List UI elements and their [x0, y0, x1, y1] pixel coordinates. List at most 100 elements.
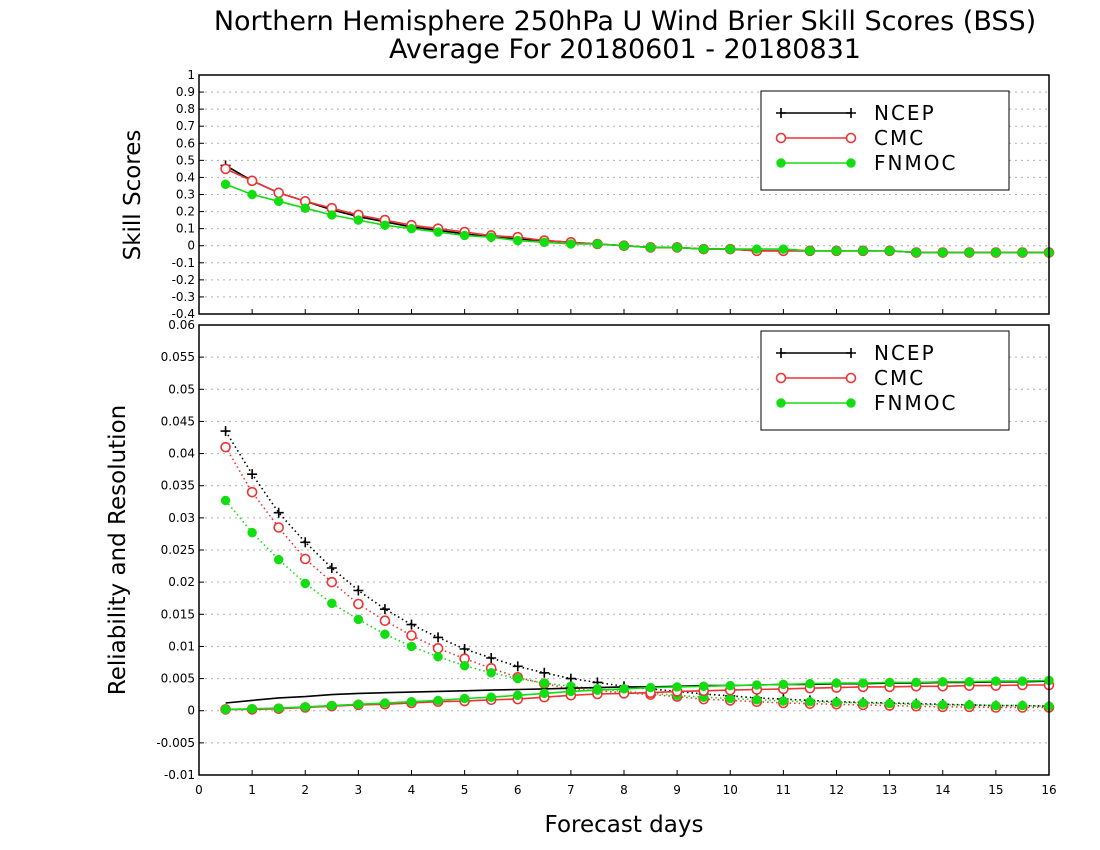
data-point-fnmoc [911, 677, 921, 688]
y-tick-label: 0.035 [161, 479, 195, 493]
data-point-cmc [220, 441, 231, 453]
x-tick-label: 2 [301, 783, 309, 797]
data-point-fnmoc [327, 210, 337, 220]
data-point-ncep [247, 469, 258, 480]
x-tick-label: 6 [514, 783, 522, 797]
data-point-fnmoc [433, 651, 443, 662]
data-point-fnmoc [513, 690, 523, 701]
data-point-cmc [273, 187, 284, 199]
data-point-fnmoc [805, 696, 815, 707]
data-point-fnmoc [619, 240, 629, 251]
data-point-ncep [512, 661, 523, 672]
data-point-cmc [326, 576, 338, 588]
y-tick-label: 0 [187, 239, 195, 253]
y-tick-label: 0.04 [168, 447, 195, 461]
legend-marker-ncep [846, 348, 856, 358]
x-tick-label: 3 [355, 783, 363, 797]
x-tick-label: 1 [248, 783, 256, 797]
data-point-fnmoc [566, 239, 576, 249]
data-point-fnmoc [645, 242, 656, 253]
data-point-fnmoc [380, 220, 390, 230]
legend-marker-ncep [776, 348, 786, 358]
data-point-fnmoc [645, 682, 656, 693]
x-tick-label: 8 [620, 783, 628, 797]
legend-label-cmc: CMC [874, 366, 925, 390]
data-point-cmc [246, 486, 258, 498]
data-point-fnmoc [964, 677, 975, 687]
data-point-ncep [486, 653, 497, 663]
legend-label-fnmoc: FNMOC [874, 151, 957, 175]
series-line-fnmoc-resolution [225, 679, 1050, 711]
data-point-ncep [406, 619, 417, 630]
data-point-fnmoc [725, 680, 735, 691]
data-point-fnmoc [805, 246, 815, 256]
plot-frame [198, 324, 1050, 776]
data-point-fnmoc [725, 244, 735, 254]
data-point-fnmoc [698, 681, 709, 692]
data-point-fnmoc [220, 704, 231, 715]
y-tick-label: 1 [187, 68, 195, 82]
data-point-fnmoc [300, 702, 310, 712]
data-point-fnmoc [513, 235, 523, 246]
data-point-fnmoc [247, 527, 257, 538]
x-tick-label: 12 [829, 783, 844, 797]
data-point-fnmoc [300, 203, 310, 213]
y-tick-label: 0.2 [176, 205, 195, 219]
y-tick-label: -0.2 [172, 273, 195, 287]
data-point-fnmoc [778, 679, 789, 690]
data-point-fnmoc [513, 673, 523, 684]
data-point-fnmoc [220, 495, 231, 506]
x-tick-label: 13 [882, 783, 897, 797]
x-tick-label: 10 [723, 783, 738, 797]
y-tick-label: -0.005 [156, 736, 195, 750]
x-tick-label: 7 [567, 783, 575, 797]
data-point-cmc [432, 643, 444, 654]
data-point-cmc [379, 615, 391, 627]
data-point-fnmoc [459, 230, 470, 241]
y-tick-label: 0.3 [176, 188, 195, 202]
series-line-ncep-reliability [224, 430, 1050, 707]
data-point-fnmoc [592, 239, 603, 249]
legend-marker-fnmoc [776, 158, 786, 168]
x-axis-title: Forecast days [545, 812, 704, 838]
legend-label-fnmoc: FNMOC [874, 391, 957, 415]
data-point-fnmoc [380, 629, 390, 639]
data-point-fnmoc [911, 699, 921, 710]
data-point-fnmoc [353, 614, 364, 625]
data-point-fnmoc [459, 660, 470, 671]
data-point-fnmoc [858, 246, 868, 256]
data-point-fnmoc [592, 685, 603, 695]
plot-frame [198, 74, 1050, 315]
data-point-fnmoc [353, 699, 364, 710]
y-tick-label: 0.8 [176, 102, 195, 116]
data-point-fnmoc [884, 677, 895, 688]
data-point-fnmoc [459, 693, 470, 704]
data-point-fnmoc [486, 232, 496, 242]
data-point-fnmoc [991, 676, 1001, 686]
y-tick-label: 0.025 [161, 543, 195, 557]
x-tick-label: 14 [935, 783, 950, 797]
data-point-fnmoc [406, 223, 417, 234]
skill-score-panel: Skill Scores 1 0.9 0.8 0.7 0.6 0.5 0.4 0.3 0.2 0.… [120, 68, 1055, 321]
data-point-fnmoc [698, 244, 709, 254]
legend-marker-fnmoc [846, 158, 856, 168]
data-point-cmc [273, 522, 284, 533]
data-point-fnmoc [858, 698, 868, 708]
data-point-fnmoc [539, 678, 550, 688]
x-tick-label: 9 [673, 783, 681, 797]
data-point-ncep [353, 585, 364, 596]
y-tick-label: 0.4 [176, 170, 195, 184]
y-tick-label: 0.005 [161, 672, 195, 686]
x-tick-label: 16 [1041, 783, 1056, 797]
data-point-fnmoc [327, 598, 337, 609]
y-tick-label: 0.05 [168, 382, 195, 396]
data-point-fnmoc [858, 678, 868, 688]
y-tick-label: 0.03 [168, 511, 195, 525]
legend-box [760, 330, 1010, 431]
x-tick-label: 4 [408, 783, 416, 797]
y-tick-label: 0.01 [168, 639, 195, 653]
chart-title: Northern Hemisphere 250hPa U Wind Brier … [214, 6, 1036, 37]
data-point-ncep [379, 604, 390, 615]
data-point-fnmoc [539, 237, 550, 248]
